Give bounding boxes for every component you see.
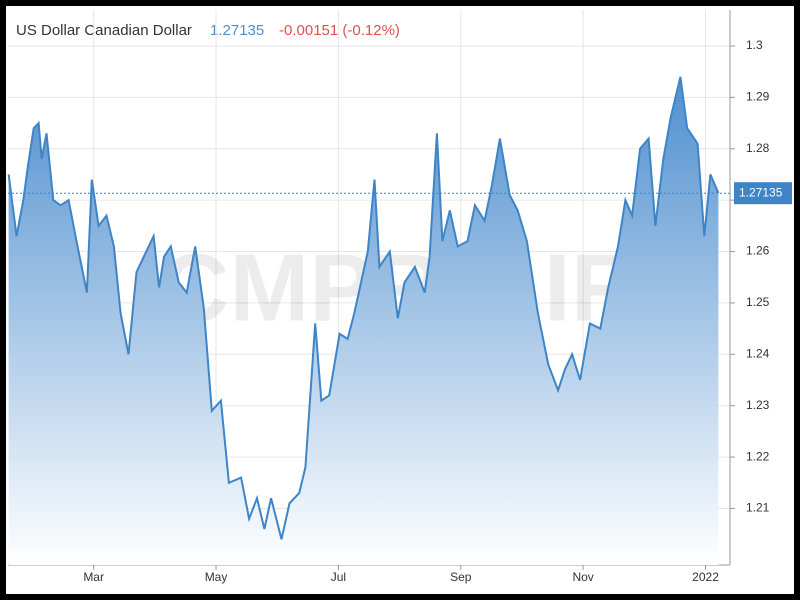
chart-title: US Dollar Canadian Dollar bbox=[16, 22, 192, 39]
y-tick-label: 1.25 bbox=[746, 295, 770, 309]
line bbox=[7, 76, 720, 540]
change: -0.00151 (-0.12%) bbox=[279, 22, 400, 39]
y-tick-label: 1.28 bbox=[746, 141, 770, 155]
price-tag bbox=[734, 182, 792, 205]
x-tick-label: Jul bbox=[331, 570, 346, 584]
x-tick-label: Mar bbox=[83, 570, 104, 584]
area bbox=[8, 76, 719, 566]
y-tick-label: 1.29 bbox=[746, 90, 770, 104]
x-tick-label: Sep bbox=[450, 570, 472, 584]
price-tag-label: 1.27135 bbox=[739, 185, 783, 199]
price: 1.27135 bbox=[210, 22, 264, 39]
x-tick-label: Nov bbox=[572, 570, 593, 584]
y-tick-label: 1.3 bbox=[746, 38, 763, 52]
y-tick-label: 1.21 bbox=[746, 501, 770, 515]
y-tick-label: 1.23 bbox=[746, 398, 770, 412]
x-tick-label: May bbox=[205, 570, 228, 584]
y-tick-label: 1.26 bbox=[746, 244, 770, 258]
y-tick-label: 1.24 bbox=[746, 346, 770, 360]
y-tick-label: 1.22 bbox=[746, 449, 770, 463]
x-tick-label: 2022 bbox=[692, 570, 719, 584]
